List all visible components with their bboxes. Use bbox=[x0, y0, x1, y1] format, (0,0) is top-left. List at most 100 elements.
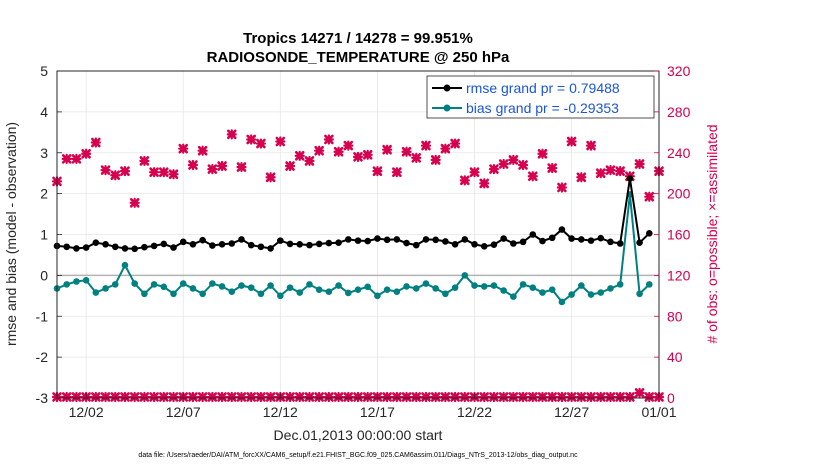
obs-possible-point bbox=[479, 391, 490, 403]
right-tick-label: 40 bbox=[667, 349, 683, 365]
rmse-point bbox=[461, 236, 469, 243]
legend-rmse-marker bbox=[443, 84, 451, 92]
rmse-point bbox=[344, 236, 352, 243]
obs-count-point bbox=[469, 167, 480, 178]
bias-point bbox=[636, 290, 643, 298]
bias-point bbox=[393, 288, 401, 296]
x-tick-label: 12/27 bbox=[554, 404, 589, 420]
obs-count-point bbox=[527, 171, 538, 182]
rmse-point bbox=[529, 231, 537, 238]
obs-possible-point bbox=[333, 391, 344, 403]
obs-count-point bbox=[168, 169, 179, 180]
rmse-point bbox=[141, 243, 148, 251]
rmse-point bbox=[296, 241, 304, 248]
rmse-point bbox=[150, 242, 158, 250]
bias-point bbox=[111, 281, 119, 288]
right-tick-label: 240 bbox=[667, 145, 691, 161]
rmse-point bbox=[412, 241, 420, 249]
bias-point bbox=[92, 289, 100, 296]
bias-point bbox=[597, 289, 605, 296]
obs-possible-point bbox=[488, 391, 500, 403]
obs-possible-point bbox=[246, 391, 257, 403]
obs-count-point bbox=[216, 160, 228, 172]
x-tick-label: 01/01 bbox=[641, 404, 676, 420]
rmse-point bbox=[626, 175, 634, 182]
rmse-point bbox=[179, 238, 187, 246]
rmse-point bbox=[568, 235, 575, 242]
obs-possible-point bbox=[430, 391, 441, 403]
obs-count-point bbox=[488, 164, 500, 175]
obs-possible-series bbox=[51, 387, 665, 403]
legend-bias-label: bias grand pr = -0.29353 bbox=[466, 100, 619, 116]
obs-count-point bbox=[333, 146, 344, 157]
obs-count-point bbox=[459, 175, 470, 186]
obs-possible-point bbox=[197, 391, 208, 403]
left-tick-label: -3 bbox=[36, 390, 49, 406]
rmse-point bbox=[578, 236, 585, 243]
obs-count-series bbox=[51, 129, 665, 208]
obs-possible-point bbox=[517, 391, 529, 403]
bias-point bbox=[568, 291, 575, 298]
bias-point bbox=[548, 286, 556, 293]
obs-possible-point bbox=[343, 391, 354, 403]
bias-point bbox=[383, 286, 391, 293]
bias-point bbox=[616, 281, 624, 288]
obs-count-point bbox=[265, 172, 276, 183]
rmse-point bbox=[383, 236, 391, 244]
obs-count-point bbox=[255, 138, 267, 149]
chart-title-line1: Tropics 14271 / 14278 = 99.951% bbox=[243, 30, 473, 47]
rmse-point bbox=[587, 237, 595, 244]
obs-count-point bbox=[90, 137, 101, 148]
bias-point bbox=[170, 290, 177, 298]
rmse-point bbox=[374, 235, 381, 242]
obs-possible-point bbox=[168, 391, 179, 403]
obs-count-point bbox=[119, 166, 131, 177]
rmse-point bbox=[422, 236, 430, 243]
obs-count-point bbox=[615, 166, 626, 177]
obs-count-point bbox=[411, 152, 422, 163]
rmse-point bbox=[335, 239, 342, 246]
bias-point bbox=[199, 290, 206, 298]
rmse-point bbox=[510, 240, 517, 247]
obs-possible-point bbox=[362, 391, 373, 403]
obs-count-point bbox=[449, 138, 461, 149]
left-tick-label: -2 bbox=[36, 349, 49, 365]
x-tick-label: 12/12 bbox=[263, 404, 298, 420]
obs-count-point bbox=[508, 154, 519, 166]
obs-count-point bbox=[304, 155, 315, 167]
obs-count-point bbox=[100, 165, 111, 176]
bias-point bbox=[412, 285, 420, 292]
bias-point bbox=[519, 281, 527, 288]
rmse-point bbox=[442, 238, 449, 245]
right-tick-label: 80 bbox=[667, 308, 683, 324]
rmse-point bbox=[500, 235, 507, 242]
bias-point bbox=[179, 280, 187, 287]
rmse-point bbox=[607, 238, 614, 246]
obs-possible-point bbox=[110, 391, 121, 403]
bias-point bbox=[500, 287, 507, 294]
left-tick-label: 0 bbox=[40, 267, 48, 283]
bias-point bbox=[335, 282, 342, 289]
rmse-point bbox=[548, 234, 556, 242]
rmse-point bbox=[209, 242, 216, 249]
rmse-point bbox=[325, 239, 333, 247]
obs-count-point bbox=[362, 149, 373, 160]
obs-count-point bbox=[644, 191, 655, 202]
rmse-point bbox=[451, 241, 459, 248]
rmse-point bbox=[403, 239, 410, 247]
obs-count-point bbox=[585, 140, 597, 151]
rmse-point bbox=[111, 243, 119, 251]
obs-possible-point bbox=[615, 391, 626, 403]
obs-possible-point bbox=[634, 387, 645, 398]
right-tick-label: 120 bbox=[667, 267, 691, 283]
obs-possible-point bbox=[420, 391, 432, 403]
obs-possible-point bbox=[323, 391, 334, 403]
obs-count-point bbox=[158, 167, 169, 178]
rmse-point bbox=[170, 244, 177, 251]
right-tick-label: 200 bbox=[667, 186, 691, 202]
bias-point bbox=[160, 283, 168, 291]
footer-data-file: data file: /Users/raeder/DAI/ATM_forcXX/… bbox=[138, 452, 578, 459]
obs-possible-point bbox=[537, 391, 548, 403]
obs-possible-point bbox=[314, 391, 325, 403]
